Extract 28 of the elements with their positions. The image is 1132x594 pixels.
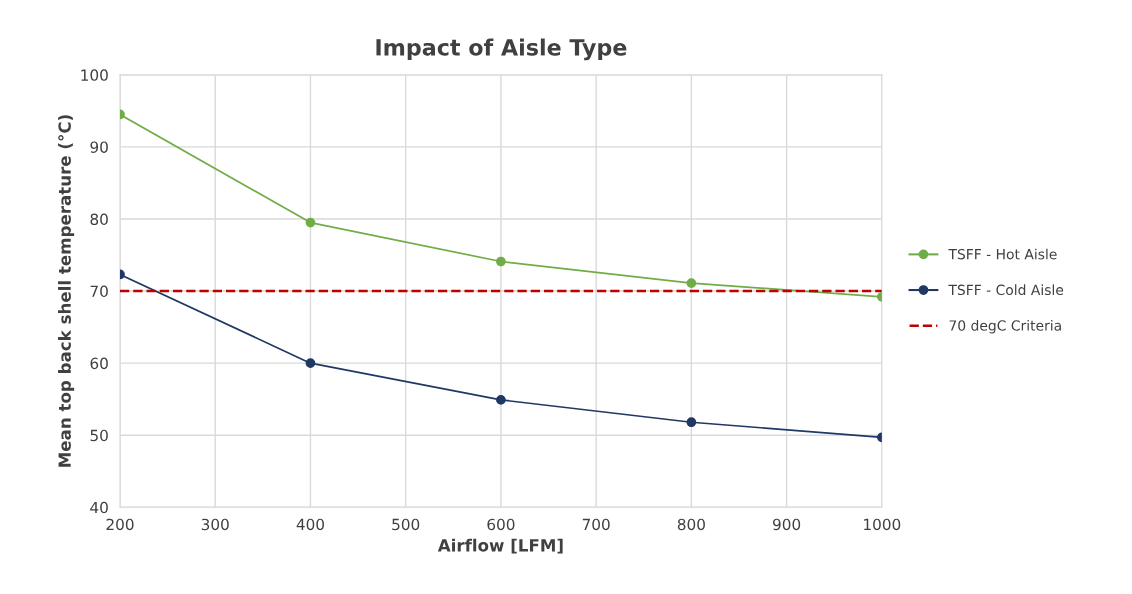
x-tick-label: 900 bbox=[772, 518, 801, 531]
x-tick-label: 300 bbox=[201, 518, 229, 531]
point bbox=[496, 395, 506, 405]
legend-label: TSFF - Cold Aisle bbox=[948, 284, 1064, 296]
y-tick-label: 80 bbox=[90, 213, 108, 226]
y-tick-label: 90 bbox=[90, 141, 108, 153]
x-tick-label: 400 bbox=[296, 518, 325, 531]
x-tick-label: 700 bbox=[582, 518, 610, 531]
point bbox=[686, 278, 697, 288]
point bbox=[305, 217, 316, 228]
x-tick-label: 500 bbox=[392, 518, 420, 531]
chart-title: Impact of Aisle Type bbox=[376, 38, 627, 61]
y-tick-label: 50 bbox=[90, 429, 108, 442]
point bbox=[686, 417, 697, 428]
y-tick-label: 100 bbox=[81, 69, 108, 81]
point bbox=[496, 256, 506, 267]
x-tick-label: 600 bbox=[487, 518, 515, 531]
x-tick-label: 1000 bbox=[864, 518, 901, 531]
y-tick-label: 70 bbox=[90, 285, 108, 298]
legend-label: 70 degC Criteria bbox=[949, 320, 1061, 334]
legend-label: TSFF - Hot Aisle bbox=[948, 248, 1057, 260]
x-tick-label: 800 bbox=[677, 518, 705, 531]
x-axis-title: Airflow [LFM] bbox=[437, 538, 563, 554]
y-tick-label: 60 bbox=[90, 357, 108, 370]
y-axis-title: Mean top back shell temperature (°C) bbox=[58, 115, 75, 467]
x-tick-label: 200 bbox=[106, 518, 134, 531]
y-tick-label: 40 bbox=[90, 501, 108, 514]
point bbox=[305, 358, 316, 368]
